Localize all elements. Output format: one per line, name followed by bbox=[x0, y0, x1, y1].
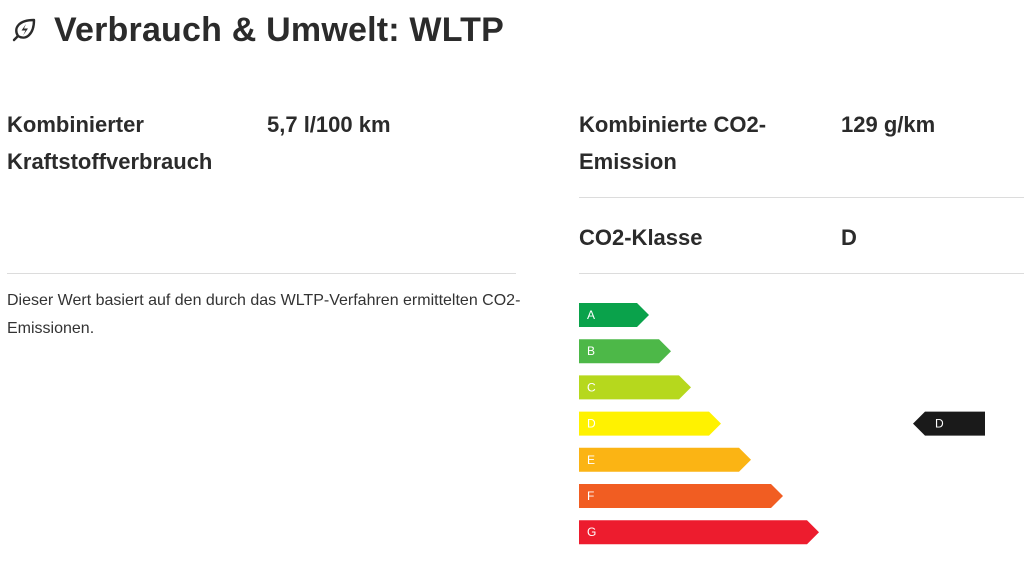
scale-letter-d: D bbox=[587, 417, 596, 431]
scale-arrow-b bbox=[579, 339, 671, 364]
right-divider-1 bbox=[579, 197, 1024, 198]
scale-arrow-d bbox=[579, 411, 721, 436]
scale-letter-e: E bbox=[587, 453, 595, 467]
emission-value: 129 g/km bbox=[841, 112, 936, 137]
wltp-note: Dieser Wert basiert auf den durch das WL… bbox=[7, 292, 521, 337]
co2-class-label: CO2-Klasse bbox=[579, 225, 703, 250]
emission-label: Kombinierte CO2- Emission bbox=[579, 106, 766, 180]
co2-class-value: D bbox=[841, 225, 857, 250]
emission-label-line1: Kombinierte CO2- bbox=[579, 112, 767, 137]
scale-arrow-f bbox=[579, 484, 783, 508]
co2-efficiency-scale: A B C D E F G D bbox=[579, 303, 999, 549]
consumption-label-line2: Kraftstoffverbrauch bbox=[7, 149, 213, 174]
right-divider-2 bbox=[579, 273, 1024, 274]
scale-letter-b: B bbox=[587, 344, 595, 358]
leaf-bolt-icon bbox=[8, 14, 40, 46]
scale-arrow-c bbox=[579, 375, 691, 400]
scale-letter-a: A bbox=[587, 308, 595, 322]
consumption-label: Kombinierter Kraftstoffverbrauch bbox=[7, 106, 212, 180]
scale-letter-f: F bbox=[587, 489, 594, 503]
page-header: Verbrauch & Umwelt: WLTP bbox=[8, 8, 504, 52]
consumption-label-line1: Kombinierter bbox=[7, 112, 144, 137]
left-divider bbox=[7, 273, 516, 274]
scale-letter-g: G bbox=[587, 525, 596, 539]
class-marker bbox=[913, 411, 985, 436]
scale-arrow-g bbox=[579, 520, 819, 545]
emission-label-line2: Emission bbox=[579, 149, 677, 174]
scale-arrow-a bbox=[579, 303, 649, 327]
scale-letter-c: C bbox=[587, 380, 596, 394]
scale-arrow-e bbox=[579, 447, 751, 472]
class-marker-letter: D bbox=[935, 417, 944, 431]
page-title: Verbrauch & Umwelt: WLTP bbox=[54, 10, 505, 49]
consumption-value: 5,7 l/100 km bbox=[267, 112, 391, 137]
